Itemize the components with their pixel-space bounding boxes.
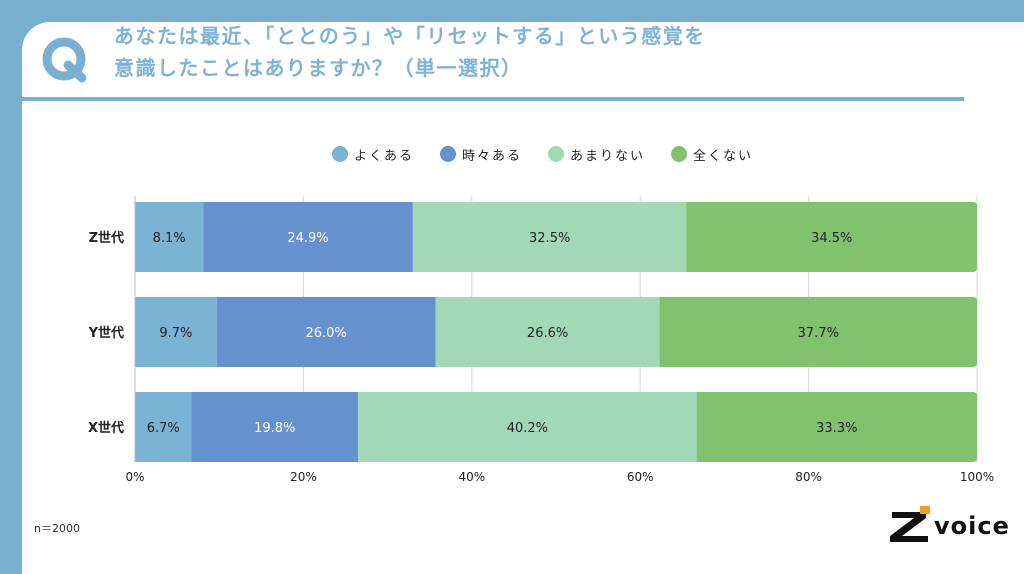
x-tick-label: 100%: [960, 470, 994, 484]
x-tick-label: 40%: [458, 470, 485, 484]
data-label: 33.3%: [816, 421, 857, 436]
bar-segment: [696, 392, 977, 462]
bar-segment: [191, 392, 359, 462]
q-icon: [42, 37, 87, 83]
data-label: 32.5%: [529, 231, 570, 246]
bar-segment: [659, 297, 977, 367]
bar-segment: [686, 202, 977, 272]
data-label: 6.7%: [147, 421, 180, 436]
legend-swatch: [332, 146, 348, 162]
data-label: 9.7%: [159, 326, 192, 341]
legend-item: 全くない: [671, 145, 753, 164]
legend-item: よくある: [332, 145, 414, 164]
x-tick-label: 20%: [290, 470, 317, 484]
legend-item: 時々ある: [440, 145, 522, 164]
data-label: 26.6%: [527, 326, 568, 341]
legend-label: あまりない: [570, 148, 646, 164]
legend-swatch: [440, 146, 457, 162]
legend-label: 全くない: [693, 148, 754, 164]
bar-segment: [135, 297, 217, 367]
chart-legend: よくある 時々ある あまりない 全くない: [332, 144, 779, 164]
bar-segment: [203, 202, 413, 272]
legend-item: あまりない: [548, 145, 645, 164]
bar-segment: [216, 297, 436, 367]
x-tick-label: 80%: [795, 470, 822, 484]
brand-logo: [890, 506, 930, 542]
brand-name: voice: [934, 512, 1010, 540]
bar-segment: [412, 202, 687, 272]
question-line-2: 意識したことはありますか？（単一選択）: [114, 56, 523, 80]
bar-segment: [358, 392, 697, 462]
legend-label: 時々ある: [462, 148, 523, 164]
data-label: 26.0%: [305, 326, 346, 341]
legend-swatch: [671, 146, 688, 162]
bar-segment: [135, 392, 192, 462]
question-title: あなたは最近、「ととのう」や「リセットする」という感覚を 意識したことはあります…: [114, 20, 954, 84]
data-label: 19.8%: [254, 421, 295, 436]
bar-segment: [435, 297, 660, 367]
x-tick-label: 60%: [627, 470, 654, 484]
legend-label: よくある: [354, 148, 415, 164]
sample-size-note: n＝2000: [34, 522, 80, 535]
header-divider: [0, 97, 964, 101]
data-label: 8.1%: [153, 231, 186, 246]
data-label: 37.7%: [798, 326, 839, 341]
category-label: Y世代: [88, 325, 124, 341]
question-line-1: あなたは最近、「ととのう」や「リセットする」という感覚を: [114, 24, 706, 48]
data-label: 40.2%: [507, 421, 548, 436]
x-tick-label: 0%: [125, 470, 144, 484]
legend-swatch: [548, 146, 565, 162]
category-label: Z世代: [89, 230, 124, 246]
category-label: X世代: [88, 420, 124, 436]
data-label: 34.5%: [811, 231, 852, 246]
data-label: 24.9%: [287, 231, 328, 246]
bar-segment: [135, 202, 204, 272]
